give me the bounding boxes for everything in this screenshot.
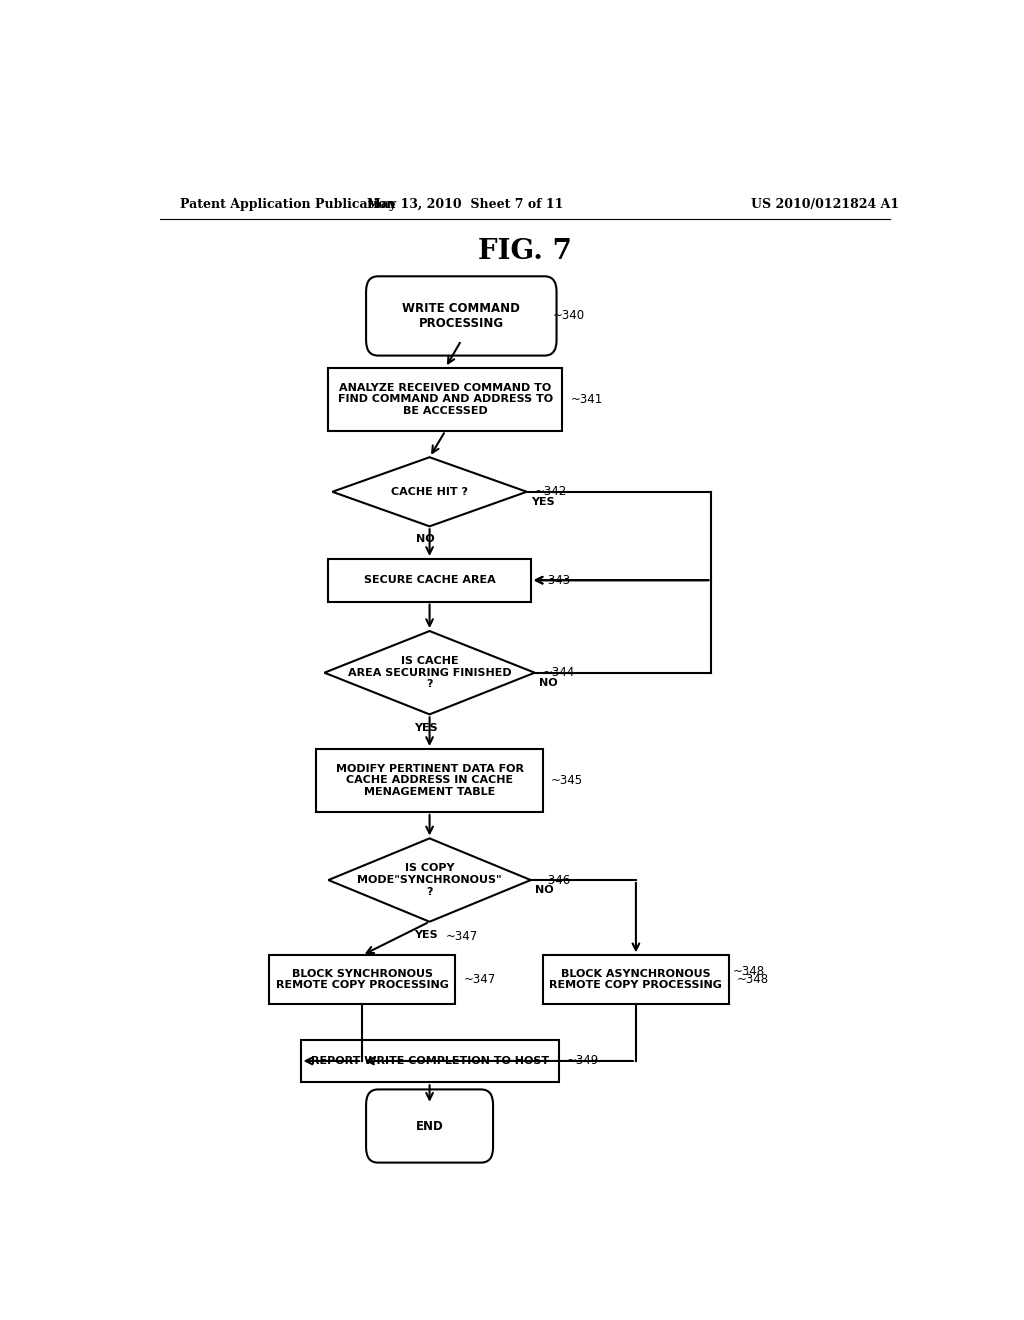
Text: REPORT WRITE COMPLETION TO HOST: REPORT WRITE COMPLETION TO HOST (310, 1056, 549, 1067)
Text: MODIFY PERTINENT DATA FOR
CACHE ADDRESS IN CACHE
MENAGEMENT TABLE: MODIFY PERTINENT DATA FOR CACHE ADDRESS … (336, 764, 523, 797)
Bar (329, 368, 562, 430)
Text: BLOCK ASYNCHRONOUS
REMOTE COPY PROCESSING: BLOCK ASYNCHRONOUS REMOTE COPY PROCESSIN… (550, 969, 722, 990)
Text: NO: NO (539, 677, 557, 688)
Polygon shape (329, 838, 530, 921)
Text: ANALYZE RECEIVED COMMAND TO
FIND COMMAND AND ADDRESS TO
BE ACCESSED: ANALYZE RECEIVED COMMAND TO FIND COMMAND… (338, 383, 553, 416)
Text: ~341: ~341 (570, 393, 603, 405)
Text: May 13, 2010  Sheet 7 of 11: May 13, 2010 Sheet 7 of 11 (367, 198, 563, 211)
Text: US 2010/0121824 A1: US 2010/0121824 A1 (751, 198, 899, 211)
Text: NO: NO (535, 886, 553, 895)
Text: END: END (416, 1119, 443, 1133)
Bar (316, 748, 543, 812)
Text: YES: YES (414, 722, 437, 733)
Text: IS COPY
MODE"SYNCHRONOUS"
?: IS COPY MODE"SYNCHRONOUS" ? (357, 863, 502, 896)
FancyBboxPatch shape (367, 276, 557, 355)
Text: IS CACHE
AREA SECURING FINISHED
?: IS CACHE AREA SECURING FINISHED ? (348, 656, 511, 689)
Polygon shape (325, 631, 535, 714)
Text: ~346: ~346 (539, 874, 571, 887)
Text: FIG. 7: FIG. 7 (478, 239, 571, 265)
Text: ~349: ~349 (566, 1055, 599, 1068)
Text: ~344: ~344 (543, 667, 574, 680)
Text: YES: YES (414, 929, 437, 940)
Text: SECURE CACHE AREA: SECURE CACHE AREA (364, 576, 496, 585)
Text: ~343: ~343 (539, 574, 570, 586)
Text: NO: NO (417, 535, 435, 544)
Text: ~342: ~342 (535, 486, 567, 498)
Bar (301, 1040, 558, 1082)
Text: ~348: ~348 (737, 973, 769, 986)
Bar (329, 558, 530, 602)
Bar (269, 956, 456, 1005)
Text: ~348: ~348 (733, 965, 765, 978)
Text: ~347: ~347 (463, 973, 496, 986)
Bar (543, 956, 729, 1005)
Text: CACHE HIT ?: CACHE HIT ? (391, 487, 468, 496)
Text: ~347: ~347 (445, 929, 477, 942)
Text: WRITE COMMAND
PROCESSING: WRITE COMMAND PROCESSING (402, 302, 520, 330)
Text: ~340: ~340 (553, 309, 585, 322)
Text: YES: YES (530, 496, 554, 507)
Text: ~345: ~345 (551, 774, 583, 787)
Text: Patent Application Publication: Patent Application Publication (179, 198, 395, 211)
FancyBboxPatch shape (367, 1089, 494, 1163)
Text: BLOCK SYNCHRONOUS
REMOTE COPY PROCESSING: BLOCK SYNCHRONOUS REMOTE COPY PROCESSING (275, 969, 449, 990)
Polygon shape (333, 457, 526, 527)
